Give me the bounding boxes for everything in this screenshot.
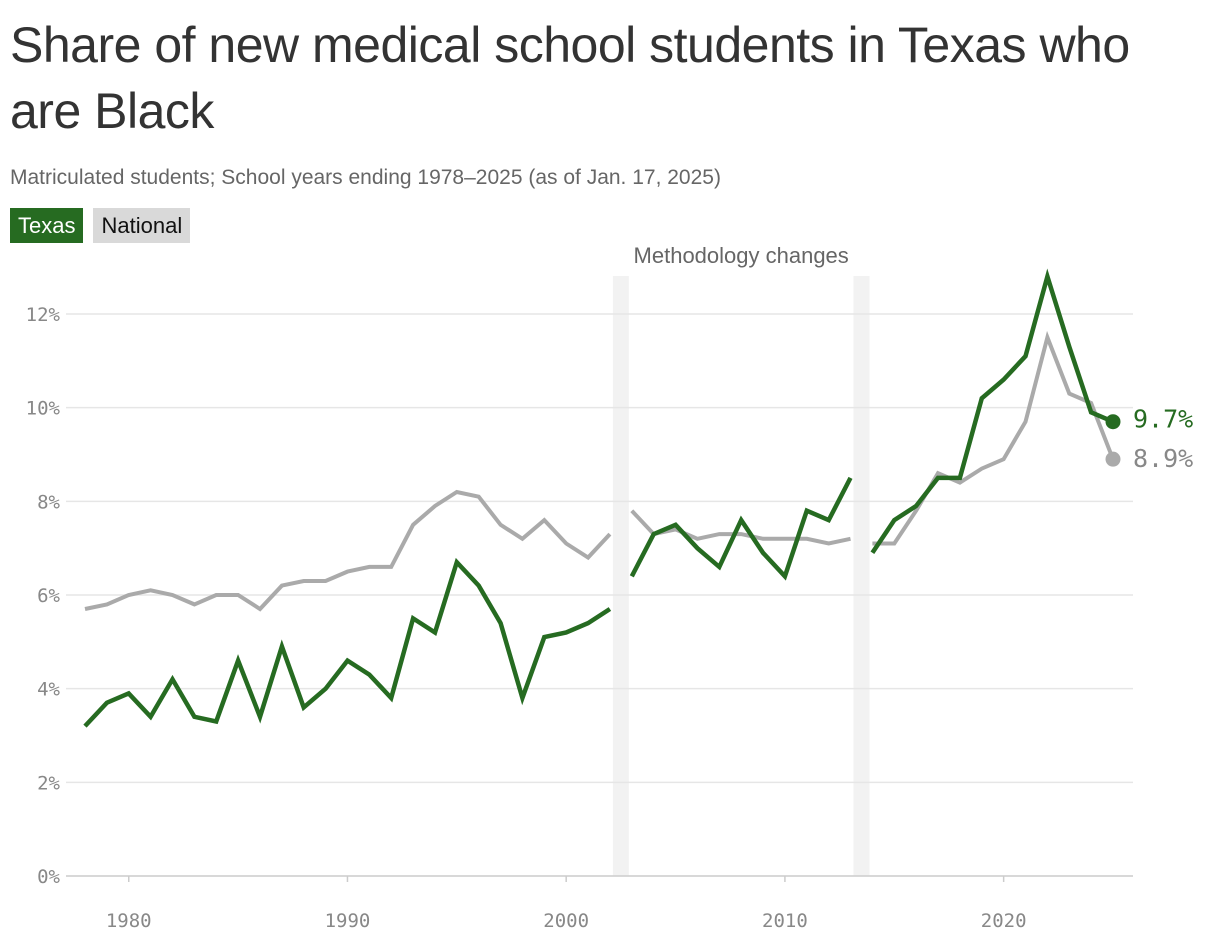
x-tick-label: 2000 — [543, 910, 589, 932]
chart-subtitle: Matriculated students; School years endi… — [10, 166, 721, 189]
national-end-point — [1105, 451, 1121, 467]
y-tick-label: 10% — [26, 398, 61, 420]
national-line-segment-1 — [84, 489, 612, 612]
y-tick-label: 0% — [37, 866, 60, 888]
series-lines — [83, 268, 1115, 728]
methodology-bands — [612, 276, 870, 876]
end-points: 8.9% 9.7% — [1105, 405, 1193, 473]
x-tick-label: 2010 — [762, 910, 808, 932]
texas-end-label: 9.7% — [1133, 405, 1193, 434]
methodology-band-1 — [612, 276, 629, 876]
texas-line-segment-1 — [83, 557, 612, 728]
gridlines — [66, 313, 1133, 877]
y-tick-label: 8% — [37, 491, 60, 513]
chart-title: Share of new medical school students in … — [10, 17, 1130, 139]
methodology-annotation: Methodology changes — [634, 243, 849, 268]
legend-national: National — [93, 208, 191, 243]
national-end-label: 8.9% — [1133, 444, 1193, 473]
x-tick-label: 1980 — [106, 910, 152, 932]
national-line-segment-3 — [872, 330, 1115, 546]
texas-line-segment-3 — [870, 268, 1114, 555]
methodology-band-2 — [853, 276, 870, 876]
y-tick-label: 4% — [37, 679, 60, 701]
x-tick-label: 1990 — [325, 910, 371, 932]
y-axis-ticks: 0% 2% 4% 6% 8% 10% 12% — [26, 304, 61, 888]
y-tick-label: 2% — [37, 772, 60, 794]
x-axis-ticks: 1980 1990 2000 2010 2020 — [106, 876, 1027, 932]
x-tick-label: 2020 — [981, 910, 1027, 932]
national-line-segment-2 — [630, 509, 851, 546]
legend-texas: Texas — [10, 208, 84, 243]
texas-end-point — [1105, 414, 1121, 430]
legend: Texas National — [10, 208, 191, 243]
y-tick-label: 6% — [37, 585, 60, 607]
y-tick-label: 12% — [26, 304, 61, 326]
texas-line-segment-2 — [629, 476, 853, 581]
